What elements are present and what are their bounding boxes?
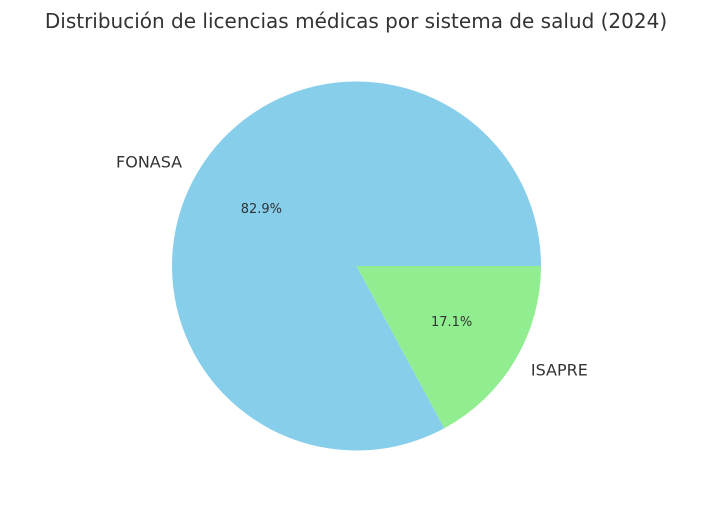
- slice-label-isapre: ISAPRE: [531, 360, 588, 379]
- chart-title: Distribución de licencias médicas por si…: [45, 9, 667, 33]
- pie-slice-isapre: [356, 266, 541, 429]
- slice-pct-fonasa: 82.9%: [241, 202, 282, 217]
- pie-labels: FONASA 82.9% ISAPRE 17.1%: [116, 153, 588, 380]
- slice-pct-isapre: 17.1%: [431, 315, 472, 330]
- pie-slices: [171, 81, 541, 451]
- slice-label-fonasa: FONASA: [116, 153, 182, 172]
